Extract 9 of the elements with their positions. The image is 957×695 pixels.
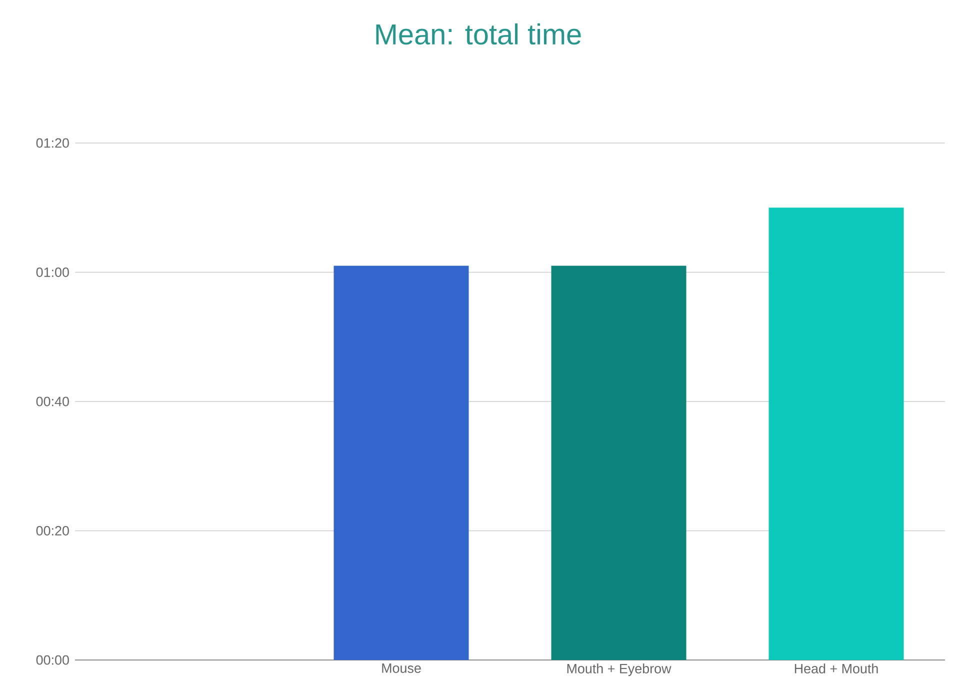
y-tick-label: 00:20 (36, 526, 69, 536)
y-tick-label: 00:00 (36, 655, 69, 665)
y-tick-label: 00:40 (36, 396, 69, 406)
y-tick-label: 01:00 (36, 267, 69, 278)
y-tick-label: 01:20 (36, 138, 69, 148)
x-tick-label: Head + Mouth (794, 664, 878, 674)
x-tick-label: Mouth + Eyebrow (567, 664, 672, 676)
chart-title: Mean: total time (376, 23, 581, 45)
x-tick-label: Mouse (382, 664, 421, 673)
